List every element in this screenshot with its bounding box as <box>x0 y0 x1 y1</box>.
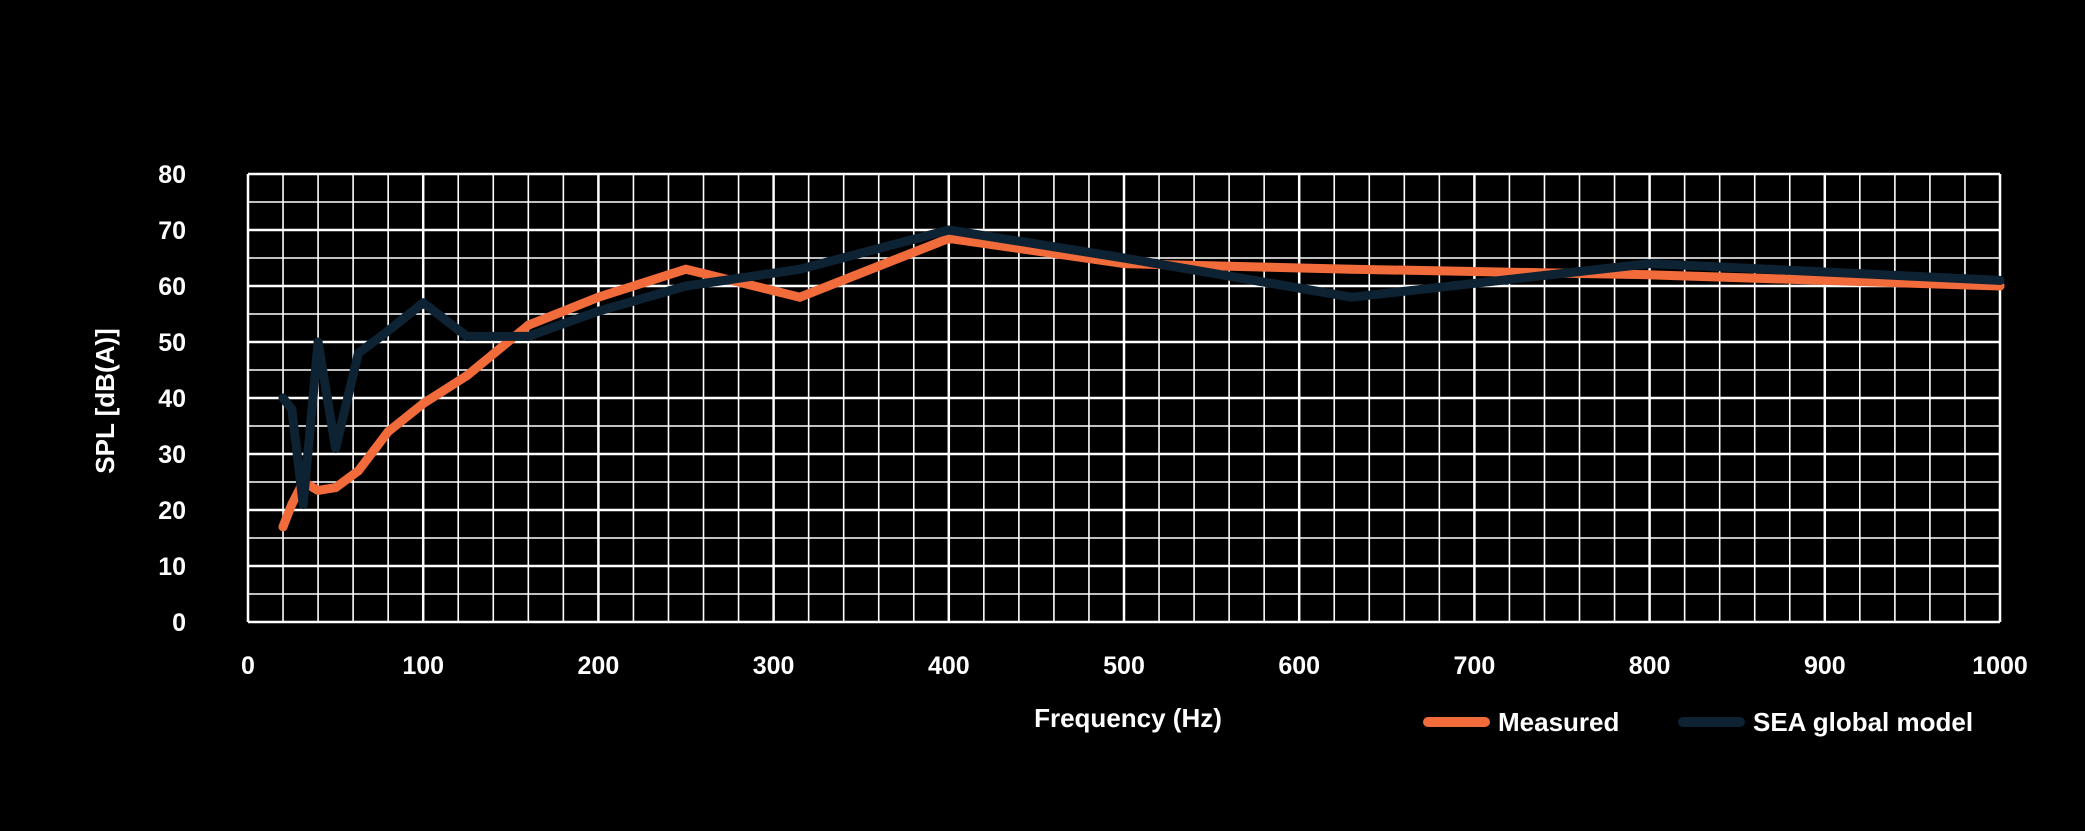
data-point-measured <box>353 466 363 476</box>
data-point-sea-global-model <box>1347 292 1357 302</box>
data-point-sea-global-model <box>353 348 363 358</box>
data-point-sea-global-model <box>681 281 691 291</box>
y-tick-label: 70 <box>158 217 186 245</box>
data-point-sea-global-model <box>313 337 323 347</box>
legend-label-measured: Measured <box>1498 707 1619 737</box>
data-point-measured <box>313 485 323 495</box>
x-axis-label: Frequency (Hz) <box>1034 703 1222 733</box>
data-point-measured <box>944 233 954 243</box>
data-point-measured <box>278 522 288 532</box>
data-point-measured <box>1645 270 1655 280</box>
x-tick-label: 800 <box>1629 652 1671 680</box>
y-tick-label: 80 <box>158 161 186 189</box>
y-tick-label: 30 <box>158 441 186 469</box>
x-tick-label: 100 <box>402 652 444 680</box>
data-point-sea-global-model <box>1995 275 2005 285</box>
data-point-sea-global-model <box>383 326 393 336</box>
y-tick-label: 50 <box>158 329 186 357</box>
y-axis-ticks: 0 10 20 30 40 50 60 70 80 <box>158 161 186 637</box>
x-tick-label: 1000 <box>1972 652 2028 680</box>
data-point-measured <box>383 427 393 437</box>
series-layer <box>278 225 2005 532</box>
x-tick-label: 0 <box>241 652 255 680</box>
data-point-measured <box>681 264 691 274</box>
data-point-sea-global-model <box>462 331 472 341</box>
grid <box>246 172 2002 624</box>
y-tick-label: 20 <box>158 497 186 525</box>
data-point-sea-global-model <box>1119 253 1129 263</box>
y-tick-label: 40 <box>158 385 186 413</box>
x-tick-label: 600 <box>1278 652 1320 680</box>
x-tick-label: 400 <box>928 652 970 680</box>
data-point-measured <box>287 499 297 509</box>
x-tick-label: 200 <box>578 652 620 680</box>
data-point-sea-global-model <box>593 306 603 316</box>
data-point-measured <box>462 371 472 381</box>
x-tick-label: 900 <box>1804 652 1846 680</box>
data-point-measured <box>418 399 428 409</box>
y-tick-label: 60 <box>158 273 186 301</box>
data-point-measured <box>593 292 603 302</box>
data-point-sea-global-model <box>795 264 805 274</box>
data-point-sea-global-model <box>287 404 297 414</box>
data-point-measured <box>523 320 533 330</box>
y-tick-label: 10 <box>158 553 186 581</box>
y-axis-label: SPL [dB(A)] <box>90 328 120 473</box>
legend-label-sea-global-model: SEA global model <box>1753 707 1973 737</box>
data-point-sea-global-model <box>523 331 533 341</box>
data-point-sea-global-model <box>331 443 341 453</box>
x-axis-ticks: 0 100 200 300 400 500 600 700 800 900 1000 <box>241 652 2028 680</box>
series-line-sea-global-model <box>278 225 2005 509</box>
x-tick-label: 700 <box>1454 652 1496 680</box>
x-tick-label: 300 <box>753 652 795 680</box>
legend: Measured SEA global model <box>1423 707 1973 737</box>
data-point-measured <box>331 483 341 493</box>
x-tick-label: 500 <box>1103 652 1145 680</box>
data-point-sea-global-model <box>1645 259 1655 269</box>
y-tick-label: 0 <box>172 609 186 637</box>
data-point-measured <box>1347 264 1357 274</box>
data-point-measured <box>795 292 805 302</box>
data-point-sea-global-model <box>944 225 954 235</box>
data-point-sea-global-model <box>298 499 308 509</box>
data-point-sea-global-model <box>278 393 288 403</box>
data-point-sea-global-model <box>418 298 428 308</box>
